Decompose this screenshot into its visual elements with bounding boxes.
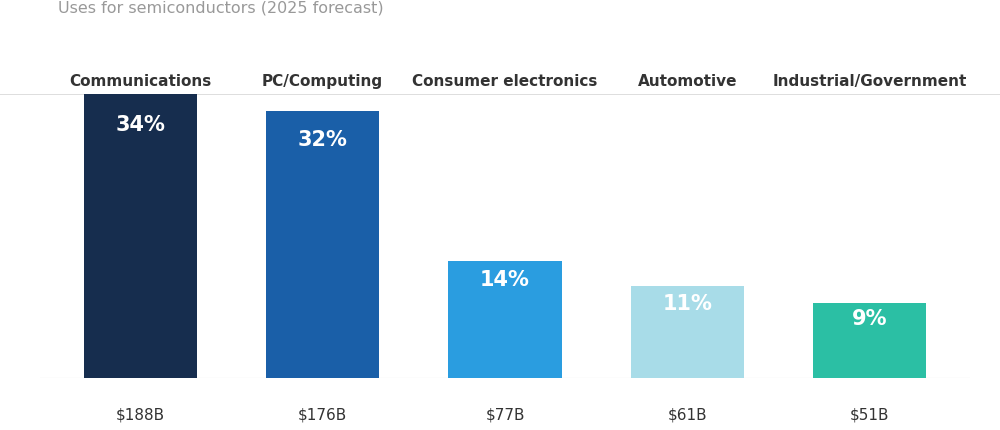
Text: Uses for semiconductors (2025 forecast): Uses for semiconductors (2025 forecast) bbox=[58, 0, 384, 15]
Bar bbox=[448, 261, 562, 378]
Bar bbox=[266, 111, 379, 378]
Text: $51B: $51B bbox=[850, 407, 889, 422]
Text: Consumer electronics: Consumer electronics bbox=[412, 74, 598, 89]
Text: 14%: 14% bbox=[480, 270, 530, 290]
Bar bbox=[813, 303, 926, 378]
Text: 34%: 34% bbox=[115, 114, 165, 135]
Text: Industrial/Government: Industrial/Government bbox=[773, 74, 967, 89]
Text: $188B: $188B bbox=[116, 407, 165, 422]
Text: 9%: 9% bbox=[852, 309, 887, 329]
Text: Automotive: Automotive bbox=[638, 74, 737, 89]
Text: $77B: $77B bbox=[485, 407, 525, 422]
Text: $61B: $61B bbox=[668, 407, 707, 422]
Text: PC/Computing: PC/Computing bbox=[262, 74, 383, 89]
Text: $176B: $176B bbox=[298, 407, 347, 422]
Text: 11%: 11% bbox=[662, 293, 712, 313]
Text: Communications: Communications bbox=[69, 74, 211, 89]
Text: 32%: 32% bbox=[298, 130, 348, 150]
Bar bbox=[631, 286, 744, 378]
Bar bbox=[84, 95, 197, 378]
